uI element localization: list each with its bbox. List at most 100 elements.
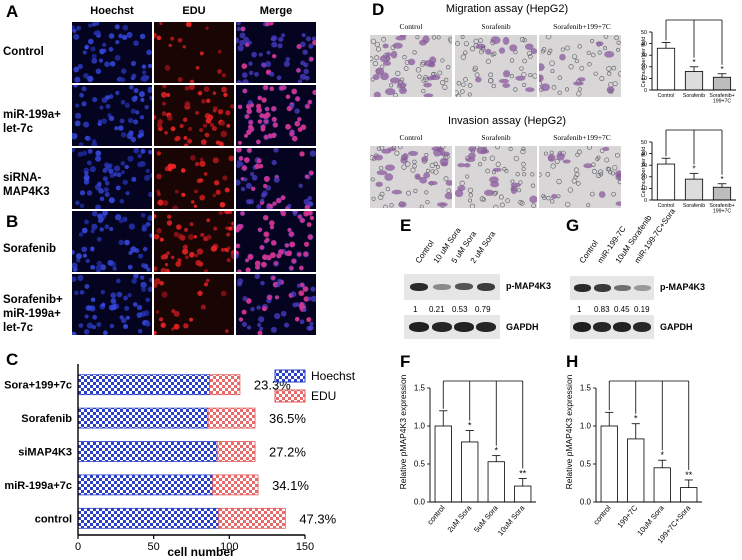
- panel-label-c: C: [6, 350, 19, 369]
- category-label: miR-199a+7c: [4, 480, 72, 492]
- fluorescence-image: [72, 211, 152, 272]
- y-tick-label: 50: [641, 30, 647, 36]
- bar: [656, 163, 676, 201]
- blot-g-pmap4k3: [570, 276, 654, 300]
- y-tick-label: 40: [641, 151, 647, 157]
- bar: [600, 425, 618, 503]
- chart-d-migration: Cell number per field * * 0 10 20 30 40 50 Contr…: [641, 19, 736, 105]
- column-header-edu: EDU: [182, 5, 206, 17]
- significance-star: *: [720, 175, 723, 184]
- row-label-sorafenib: Sorafenib: [3, 243, 57, 255]
- fluorescence-image: [72, 22, 152, 83]
- category-label: siMAP4K3: [18, 447, 72, 459]
- category-label: Sorafenib: [21, 413, 72, 425]
- bar-edu: [212, 474, 259, 496]
- significance-star: **: [685, 470, 693, 480]
- category-label: 2uM Sora: [445, 503, 473, 534]
- fluorescence-image: [154, 22, 234, 83]
- bar-hoechst: [77, 507, 220, 529]
- y-tick-label: 0.5: [580, 460, 592, 469]
- ratio-g-3: 0.45: [614, 305, 630, 314]
- fluorescence-image: [154, 211, 234, 272]
- x-tick-label: 50: [148, 541, 160, 553]
- chart-f-bar: Relative pMAP4K3 expression ****0.00.51.…: [398, 374, 536, 537]
- bar-edu: [207, 407, 256, 429]
- transwell-image: [539, 146, 621, 208]
- percent-label: 47.3%: [299, 511, 336, 526]
- chart-c-stacked-bar: Sora+199+7c 23.3%Sorafenib 36.5%siMAP4K3 27…: [4, 364, 356, 559]
- migration-caption-control: Control: [399, 22, 423, 31]
- column-header-hoechst: Hoechst: [90, 5, 134, 17]
- bar: [434, 425, 452, 503]
- bar: [684, 71, 704, 91]
- panel-label-e: E: [400, 216, 412, 235]
- y-tick-label: 0: [644, 198, 647, 204]
- bar: [684, 178, 704, 201]
- y-tick-label: 30: [641, 53, 647, 59]
- chart-di-ylabel: Cell number per field: [641, 147, 647, 198]
- invasion-title: Invasion assay (HepG2): [448, 115, 566, 127]
- bar: [656, 47, 676, 91]
- y-tick-label: 1.5: [414, 384, 426, 393]
- category-label: control: [35, 513, 72, 525]
- panel-label-f: F: [400, 352, 411, 371]
- chart-dm-ylabel: Cell number per field: [641, 37, 647, 88]
- bar-edu: [216, 441, 256, 462]
- ratio-e-4: 0.79: [475, 305, 491, 314]
- panel-label-g: G: [566, 216, 580, 235]
- migration-caption-sorafenib: Sorafenib: [481, 22, 511, 31]
- fluorescence-image: [72, 148, 152, 209]
- ratio-e-3: 0.53: [452, 305, 468, 314]
- label-e-gapdh: GAPDH: [506, 322, 539, 332]
- y-tick-label: 40: [641, 41, 647, 47]
- panel-label-d: D: [372, 0, 385, 19]
- label-e-pmap4k3: p-MAP4K3: [506, 281, 552, 291]
- percent-label: 34.1%: [272, 478, 309, 493]
- fluorescence-image: [154, 148, 234, 209]
- percent-label: 27.2%: [269, 445, 306, 460]
- significance-star: *: [692, 58, 695, 67]
- bar: [653, 467, 671, 503]
- category-label: 199+7C: [713, 99, 732, 105]
- y-tick-label: 20: [641, 175, 647, 181]
- y-tick-label: 0: [644, 88, 647, 94]
- bar: [514, 485, 532, 503]
- significance-star: *: [634, 414, 638, 424]
- category-label: control: [591, 503, 613, 526]
- y-tick-label: 0.0: [580, 498, 592, 507]
- fluorescence-image: [236, 274, 316, 335]
- ratio-g-4: 0.19: [634, 305, 650, 314]
- transwell-image: [539, 35, 621, 97]
- category-label: Sorafenib+: [709, 203, 734, 209]
- x-tick-label: 150: [296, 541, 314, 553]
- bar-hoechst: [77, 407, 209, 429]
- percent-label: 36.5%: [269, 411, 306, 426]
- label-g-pmap4k3: p-MAP4K3: [660, 282, 706, 292]
- row-label-control: Control: [3, 46, 44, 58]
- significance-star: *: [692, 164, 695, 173]
- y-tick-label: 30: [641, 163, 647, 169]
- fluorescence-image: [236, 211, 316, 272]
- fluorescence-image: [154, 85, 234, 146]
- chart-c-legend: Hoechst EDU: [274, 369, 356, 403]
- panel-label-b: B: [6, 212, 19, 231]
- significance-star: **: [519, 468, 527, 478]
- blot-g-gapdh: [570, 315, 654, 339]
- y-tick-label: 1.0: [580, 422, 592, 431]
- bar: [627, 438, 645, 503]
- invasion-caption-sorafenib: Sorafenib: [481, 133, 511, 142]
- bar-edu: [209, 374, 241, 396]
- legend-edu: EDU: [311, 389, 336, 403]
- category-label: Control: [658, 93, 675, 99]
- y-tick-label: 10: [641, 186, 647, 192]
- y-tick-label: 1.5: [580, 384, 592, 393]
- category-label: Sorafenib: [683, 93, 705, 99]
- transwell-image: [455, 146, 537, 208]
- x-tick-label: 100: [220, 541, 238, 553]
- significance-star: *: [468, 421, 472, 431]
- y-tick-label: 20: [641, 65, 647, 71]
- ratio-e-1: 1: [413, 305, 418, 314]
- x-tick-label: 0: [75, 541, 81, 553]
- significance-star: *: [494, 446, 498, 456]
- fluorescence-image: [236, 85, 316, 146]
